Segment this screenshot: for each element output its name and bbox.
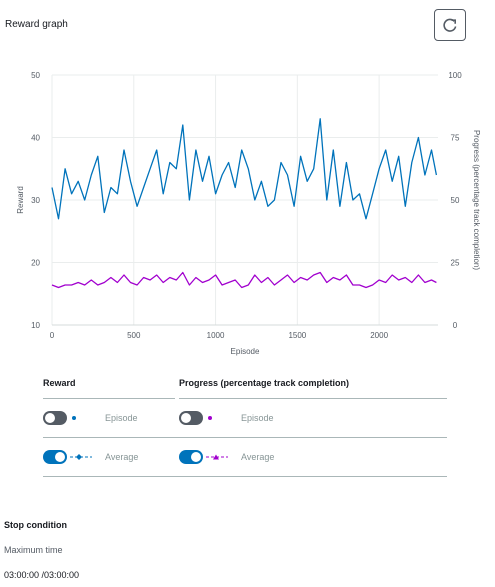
x-tick-label: 0 [50, 331, 55, 340]
x-tick-label: 1000 [207, 331, 225, 340]
x-tick-label: 1500 [288, 331, 306, 340]
maximum-time-label: Maximum time [4, 545, 63, 555]
progress-episode-toggle[interactable] [179, 411, 203, 425]
progress-series-line [51, 271, 437, 289]
reward-episode-label: Episode [105, 413, 138, 423]
maximum-time-value: 03:00:00 /03:00:00 [4, 570, 80, 580]
legend-header-reward: Reward [43, 378, 175, 399]
y2-tick-label: 100 [448, 71, 462, 80]
x-axis-label: Episode [231, 347, 260, 356]
y2-tick-label: 25 [451, 259, 460, 268]
y-tick-label: 20 [31, 259, 40, 268]
y-tick-label: 50 [31, 71, 40, 80]
reward-average-marker-icon [70, 454, 92, 460]
y-tick-label: 40 [31, 134, 40, 143]
y-tick-label: 10 [31, 321, 40, 330]
x-tick-label: 2000 [370, 331, 388, 340]
reward-series-line [51, 118, 438, 220]
y2-tick-label: 75 [451, 134, 460, 143]
legend-row-episode: Episode Episode [43, 399, 447, 438]
progress-episode-label: Episode [241, 413, 274, 423]
progress-average-toggle[interactable] [179, 450, 203, 464]
y-axis-label: Reward [16, 186, 25, 214]
panel-title: Reward graph [5, 19, 68, 30]
progress-average-marker-icon [206, 454, 228, 460]
reward-episode-marker-icon [72, 416, 76, 420]
y2-tick-label: 0 [453, 321, 458, 330]
reward-episode-toggle[interactable] [43, 411, 67, 425]
refresh-icon [443, 18, 457, 32]
progress-episode-marker-icon [208, 416, 212, 420]
legend-row-average: Average Average [43, 438, 447, 477]
refresh-button[interactable] [434, 9, 466, 41]
y-tick-label: 30 [31, 196, 40, 205]
y2-tick-label: 50 [451, 196, 460, 205]
reward-average-toggle[interactable] [43, 450, 67, 464]
progress-average-label: Average [241, 452, 275, 462]
y2-axis-label: Progress (percentage track completion) [472, 130, 481, 270]
x-tick-label: 500 [127, 331, 141, 340]
stop-condition-title: Stop condition [4, 520, 67, 530]
legend-table: Reward Progress (percentage track comple… [43, 378, 447, 477]
legend-header-progress: Progress (percentage track completion) [179, 378, 447, 399]
reward-average-label: Average [105, 452, 139, 462]
